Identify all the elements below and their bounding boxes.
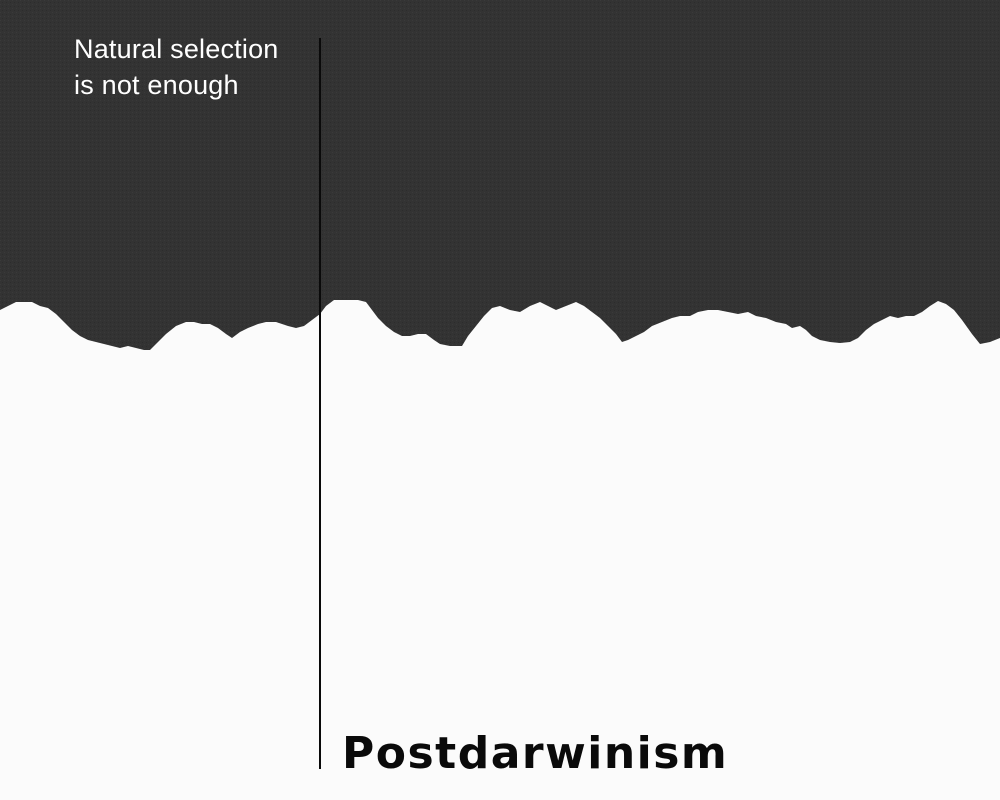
terrain-shape (0, 0, 1000, 350)
subtitle-text: Natural selection is not enough (74, 31, 314, 103)
vertical-divider-line (319, 38, 321, 769)
poster-title: Postdarwinism (342, 728, 729, 779)
subtitle-line-1: Natural selection (74, 34, 279, 64)
subtitle-line-2: is not enough (74, 70, 239, 100)
